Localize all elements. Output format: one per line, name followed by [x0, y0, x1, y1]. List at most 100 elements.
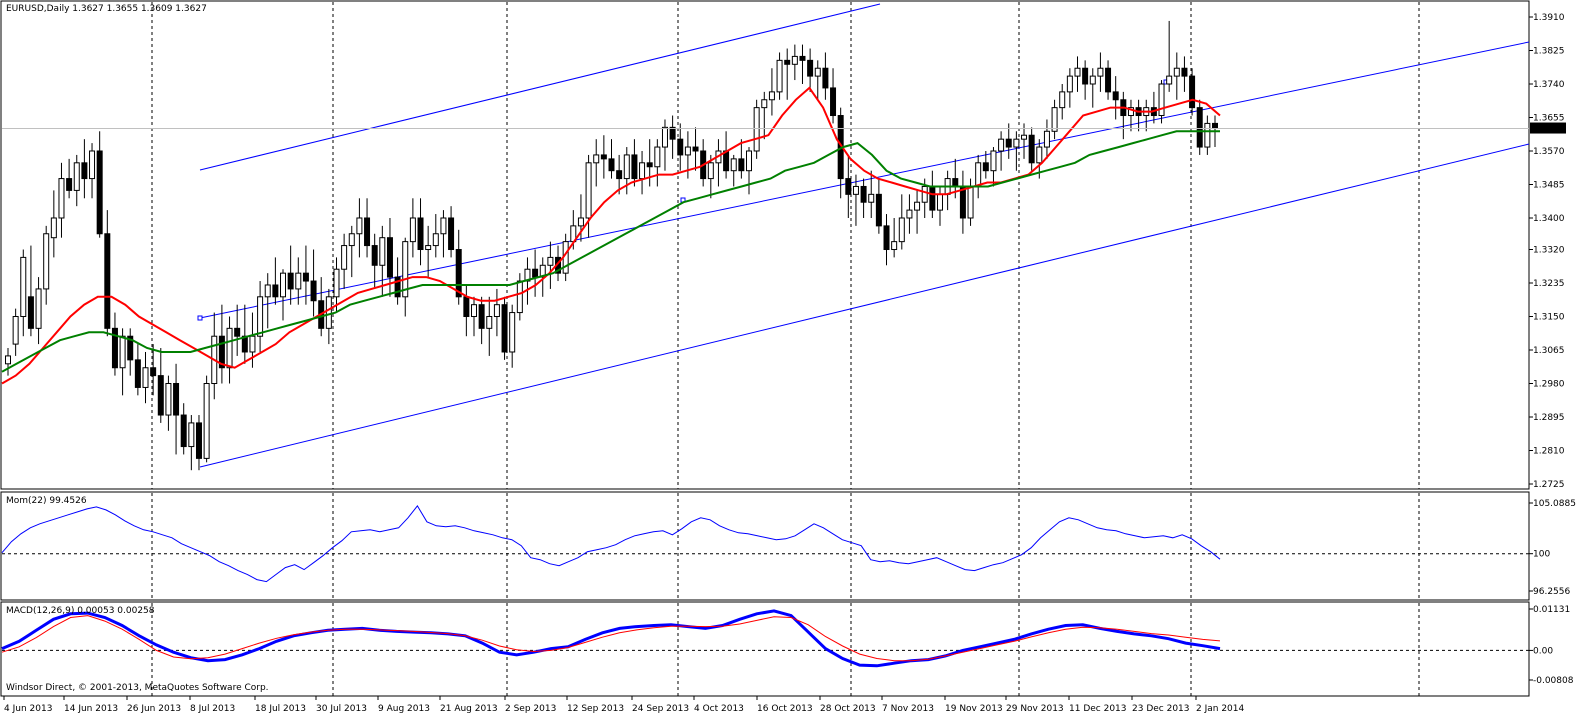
candle-body — [1181, 67, 1188, 77]
candle-body — [364, 217, 371, 247]
candle-body — [914, 201, 921, 211]
candle-body — [906, 209, 913, 219]
x-tick-label: 26 Jun 2013 — [127, 704, 181, 714]
y-tick-label: 1.3655 — [1533, 113, 1565, 123]
candle-body — [1097, 67, 1104, 77]
x-tick-label: 8 Jul 2013 — [190, 704, 235, 714]
x-tick-label: 12 Sep 2013 — [567, 704, 624, 714]
x-tick-label: 30 Jul 2013 — [316, 704, 367, 714]
current-price-label: 1.3627 — [1534, 125, 1566, 135]
x-tick-label: 2 Sep 2013 — [505, 704, 556, 714]
candle-body — [1005, 138, 1012, 148]
candle-body — [455, 249, 462, 298]
x-tick-label: 16 Oct 2013 — [757, 704, 813, 714]
candle-body — [470, 304, 477, 318]
regression-channel[interactable] — [197, 3, 1530, 468]
candle-body — [845, 178, 852, 195]
candle-body — [982, 162, 989, 172]
macd-header: MACD(12,26,9) 0.00053 0.00258 — [6, 606, 155, 616]
ma-slow-line — [1, 130, 1220, 373]
candle-body — [929, 185, 936, 211]
candle-body — [226, 327, 233, 369]
y-tick-label: 0.00 — [1533, 646, 1553, 656]
candle-body — [677, 138, 684, 156]
candle-body — [371, 245, 378, 266]
candle-body — [180, 414, 187, 448]
candle-body — [195, 422, 202, 459]
candle-body — [50, 217, 57, 239]
candle-body — [1021, 134, 1028, 140]
time-axis: 4 Jun 2013 14 Jun 2013 26 Jun 2013 8 Jul 20… — [3, 696, 1244, 714]
candle-body — [807, 59, 814, 77]
y-tick-label: 96.2556 — [1533, 587, 1570, 597]
y-tick-label: 0.01131 — [1533, 605, 1570, 615]
candle-body — [27, 296, 34, 329]
x-tick-label: 14 Jun 2013 — [64, 704, 118, 714]
candle-body — [608, 158, 615, 172]
candle-body — [577, 217, 584, 227]
candle-body — [539, 264, 546, 278]
candle-body — [1173, 67, 1180, 77]
x-tick-label: 23 Dec 2013 — [1132, 704, 1190, 714]
channel-upper-line — [199, 3, 881, 171]
y-tick-label: -0.00808 — [1533, 676, 1574, 686]
candle-body — [12, 316, 19, 345]
candle-body — [417, 217, 424, 251]
candle-body — [379, 237, 386, 266]
macd-series — [1, 609, 1221, 668]
candle-body — [58, 178, 65, 219]
candle-body — [776, 59, 783, 93]
candle-body — [348, 233, 355, 247]
candle-body — [639, 162, 646, 180]
candle-body — [883, 225, 890, 251]
candle-body — [73, 162, 80, 191]
momentum-series — [1, 505, 1221, 583]
x-tick-label: 4 Oct 2013 — [694, 704, 744, 714]
candle-body — [723, 150, 730, 172]
x-tick-label: 2 Jan 2014 — [1196, 704, 1244, 714]
candle-body — [409, 217, 416, 243]
macd-signal-line — [1, 615, 1221, 662]
candle-body — [1189, 75, 1196, 109]
candle-body — [898, 217, 905, 243]
y-tick-label: 1.2895 — [1533, 413, 1565, 423]
candle-body — [1028, 134, 1035, 164]
candle-body — [516, 280, 523, 314]
candle-body — [1158, 83, 1165, 117]
candle-body — [692, 146, 699, 152]
candle-body — [875, 193, 882, 227]
x-tick-label: 7 Nov 2013 — [882, 704, 934, 714]
candle-body — [921, 185, 928, 203]
candle-body — [784, 59, 791, 65]
momentum-line — [1, 505, 1221, 583]
x-tick-label: 9 Aug 2013 — [378, 704, 430, 714]
candle-body — [1112, 91, 1119, 101]
candle-body — [585, 162, 592, 219]
candle-body — [325, 296, 332, 329]
candle-body — [188, 422, 195, 448]
candle-body — [43, 233, 50, 290]
candle-body — [1066, 75, 1073, 93]
current-price-tag — [1530, 122, 1566, 134]
candle-body — [35, 288, 42, 329]
x-tick-label: 19 Nov 2013 — [945, 704, 1003, 714]
y-tick-label: 1.3150 — [1533, 313, 1565, 323]
candle-body — [302, 272, 309, 282]
x-tick-label: 18 Jul 2013 — [255, 704, 306, 714]
candle-body — [440, 217, 447, 235]
candle-body — [654, 146, 661, 168]
y-tick-label: 1.3235 — [1533, 279, 1565, 289]
candle-body — [998, 138, 1005, 152]
main-header: EURUSD,Daily 1.3627 1.3655 1.3609 1.3627 — [6, 4, 207, 14]
candle-body — [81, 162, 88, 180]
candle-body — [134, 359, 141, 388]
candle-body — [600, 154, 607, 160]
candle-body — [478, 304, 485, 329]
candle-body — [310, 280, 317, 302]
candle-body — [791, 55, 798, 65]
candle-body — [830, 87, 837, 117]
candle-body — [761, 99, 768, 109]
candle-body — [356, 217, 363, 235]
candle-body — [157, 375, 164, 416]
momentum-header: Mom(22) 99.4526 — [6, 496, 87, 506]
